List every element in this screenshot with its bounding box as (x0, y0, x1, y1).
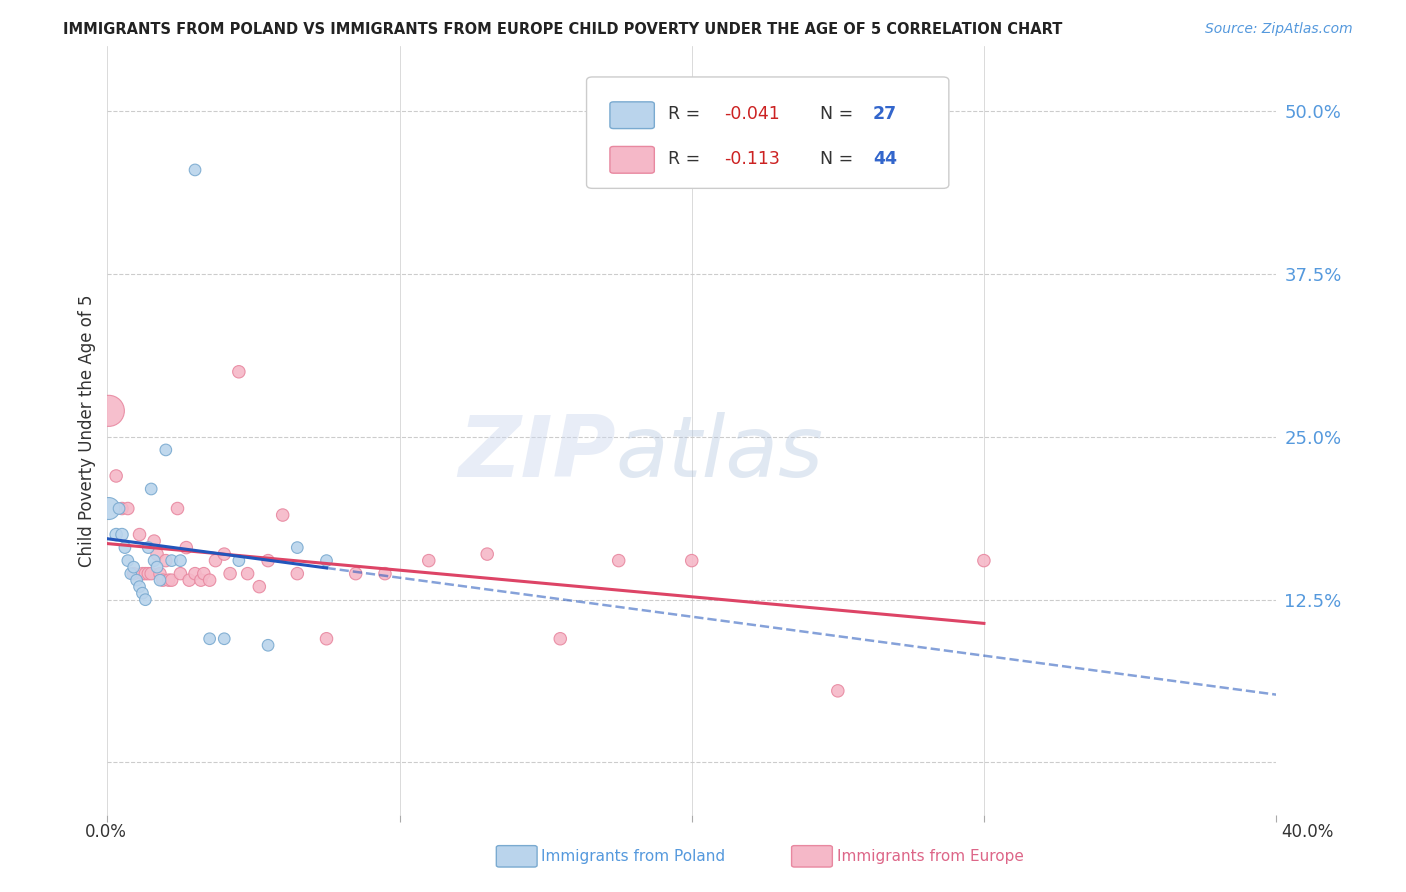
Point (344, 566, 367, 581)
Text: 0.0%: 0.0% (84, 822, 127, 840)
Point (219, 566, 242, 581)
Point (418, 553, 440, 567)
Point (122, 560, 145, 574)
Point (212, 547, 235, 561)
Point (155, 442, 177, 457)
Text: R =: R = (668, 150, 706, 168)
Point (236, 566, 259, 581)
Point (125, 573, 148, 587)
Point (149, 566, 172, 581)
Text: Source: ZipAtlas.com: Source: ZipAtlas.com (1205, 22, 1353, 37)
Text: -0.113: -0.113 (724, 150, 780, 168)
Point (374, 566, 396, 581)
Point (166, 501, 188, 516)
Point (134, 566, 156, 581)
Point (827, 683, 849, 698)
Text: -0.041: -0.041 (724, 105, 780, 123)
Point (117, 501, 139, 516)
Text: atlas: atlas (616, 412, 824, 495)
Point (157, 573, 180, 587)
Point (141, 566, 163, 581)
Point (190, 573, 212, 587)
Point (184, 566, 207, 581)
Point (122, 566, 145, 581)
Point (97, 404, 120, 418)
Point (169, 553, 191, 567)
Point (136, 566, 159, 581)
Point (149, 573, 172, 587)
Point (111, 501, 134, 516)
Text: Immigrants from Poland: Immigrants from Poland (541, 849, 725, 863)
Point (136, 541, 159, 555)
Point (169, 566, 191, 581)
Point (143, 534, 166, 549)
Point (134, 592, 156, 607)
Point (143, 553, 166, 567)
Point (548, 632, 571, 646)
Point (120, 566, 142, 581)
Point (271, 508, 294, 522)
FancyBboxPatch shape (610, 146, 654, 173)
Point (607, 553, 630, 567)
Point (117, 553, 139, 567)
FancyBboxPatch shape (586, 77, 949, 188)
Text: Immigrants from Europe: Immigrants from Europe (837, 849, 1024, 863)
Point (228, 365, 250, 379)
Point (152, 573, 174, 587)
Point (155, 553, 177, 567)
Text: R =: R = (668, 105, 706, 123)
Point (257, 638, 280, 652)
Point (179, 573, 201, 587)
Point (97, 501, 120, 516)
FancyBboxPatch shape (610, 102, 654, 128)
Point (146, 547, 169, 561)
Y-axis label: Child Poverty Under the Age of 5: Child Poverty Under the Age of 5 (79, 294, 96, 566)
Point (131, 566, 153, 581)
Text: 27: 27 (873, 105, 897, 123)
Point (114, 541, 136, 555)
Point (973, 553, 995, 567)
Point (193, 566, 215, 581)
Text: IMMIGRANTS FROM POLAND VS IMMIGRANTS FROM EUROPE CHILD POVERTY UNDER THE AGE OF : IMMIGRANTS FROM POLAND VS IMMIGRANTS FRO… (63, 22, 1063, 37)
Point (146, 560, 169, 574)
Point (131, 586, 153, 600)
Text: 44: 44 (873, 150, 897, 168)
Point (315, 553, 337, 567)
Point (108, 501, 131, 516)
Text: N =: N = (820, 105, 859, 123)
Point (128, 527, 150, 541)
Point (228, 553, 250, 567)
Point (257, 553, 280, 567)
Point (247, 580, 270, 594)
Point (141, 482, 163, 496)
Text: N =: N = (820, 150, 859, 168)
Point (105, 469, 128, 483)
Point (160, 573, 183, 587)
Point (111, 527, 134, 541)
Point (285, 541, 308, 555)
Point (174, 541, 197, 555)
Point (681, 553, 703, 567)
Point (105, 527, 128, 541)
Point (160, 553, 183, 567)
Point (315, 632, 337, 646)
Point (285, 566, 308, 581)
Point (212, 632, 235, 646)
Text: 40.0%: 40.0% (1281, 822, 1334, 840)
Point (204, 553, 226, 567)
Point (184, 163, 207, 178)
Point (198, 632, 221, 646)
Point (198, 573, 221, 587)
Point (477, 547, 499, 561)
Point (128, 580, 150, 594)
Text: ZIP: ZIP (458, 412, 616, 495)
